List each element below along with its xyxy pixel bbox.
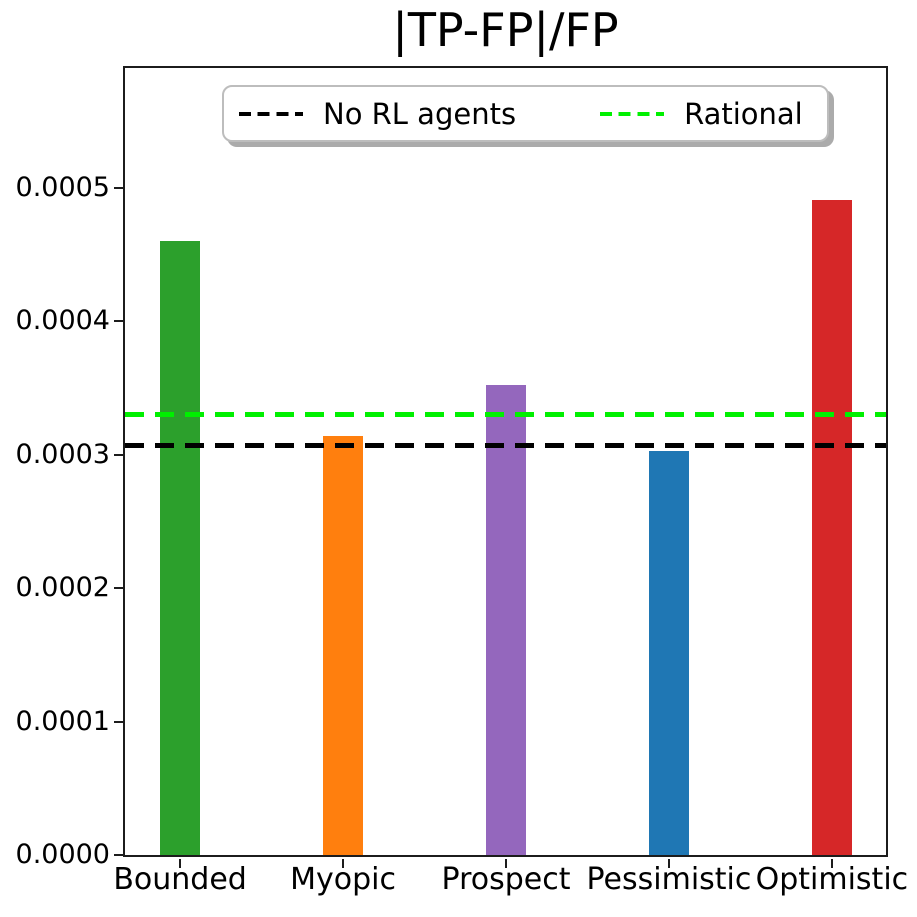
- x-tick-mark: [505, 859, 508, 868]
- y-tick-label: 0.0003: [15, 438, 110, 470]
- x-tick-label-prospect: Prospect: [441, 862, 571, 897]
- y-tick-label: 0.0005: [15, 172, 110, 204]
- y-tick-mark: [114, 187, 123, 190]
- legend-label: No RL agents: [323, 96, 517, 131]
- legend-entry-no-rl-agents: No RL agents: [239, 98, 516, 130]
- x-tick-label-bounded: Bounded: [113, 862, 247, 897]
- legend-label: Rational: [684, 96, 803, 131]
- y-tick-label: 0.0001: [15, 705, 110, 737]
- y-tick-mark: [114, 587, 123, 590]
- x-tick-mark: [179, 859, 182, 868]
- bar-optimistic: [811, 200, 852, 855]
- dashed-line-sample: [239, 111, 303, 116]
- x-tick-label-pessimistic: Pessimistic: [586, 862, 752, 897]
- bar-prospect: [486, 385, 527, 855]
- bar-pessimistic: [648, 450, 689, 855]
- x-tick-label-myopic: Myopic: [290, 862, 396, 897]
- y-tick-label: 0.0002: [15, 572, 110, 604]
- y-tick-mark: [114, 453, 123, 456]
- y-tick-mark: [114, 320, 123, 323]
- y-tick-mark: [114, 854, 123, 856]
- y-tick-mark: [114, 720, 123, 723]
- hline-no-rl-agents: [125, 443, 886, 448]
- bar-myopic: [323, 436, 364, 855]
- legend-entry-rational: Rational: [600, 98, 803, 130]
- dashed-line-sample: [600, 111, 665, 116]
- x-tick-mark: [342, 859, 345, 868]
- bar-bounded: [160, 241, 201, 855]
- x-tick-mark: [667, 859, 670, 868]
- legend: No RL agents Rational: [222, 85, 829, 142]
- x-tick-mark: [830, 859, 833, 868]
- hline-rational: [125, 412, 886, 418]
- y-tick-label: 0.0000: [15, 839, 110, 870]
- plot-area: [114, 66, 888, 868]
- chart-title: |TP-FP|/FP: [392, 3, 619, 57]
- y-tick-label: 0.0004: [15, 305, 110, 337]
- x-tick-label-optimistic: Optimistic: [755, 862, 909, 897]
